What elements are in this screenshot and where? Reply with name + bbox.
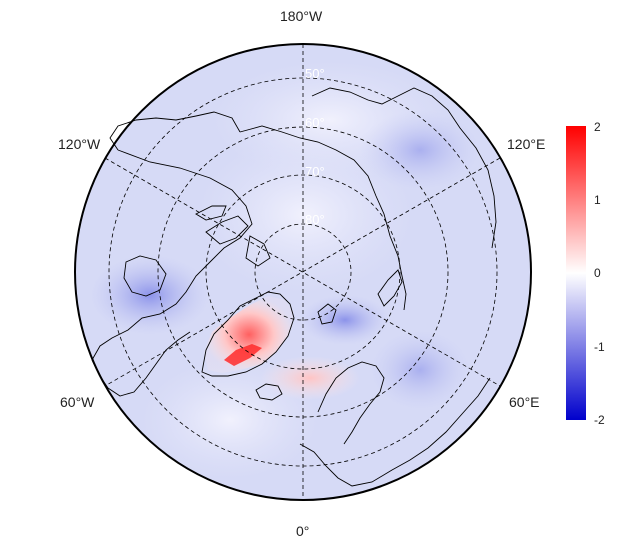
colorbar-tick-0: 0 bbox=[594, 266, 601, 280]
alaska-coast bbox=[109, 111, 241, 151]
globe-boundary bbox=[74, 43, 532, 501]
meridian-120w-60e bbox=[104, 157, 501, 387]
greenland-coast bbox=[201, 291, 295, 377]
colorbar-tick-minus-1: -1 bbox=[594, 340, 605, 354]
novaya-zemlya-coast bbox=[377, 269, 403, 307]
lon-label-0: 0° bbox=[296, 523, 310, 539]
svalbard-coast bbox=[317, 303, 337, 325]
hudson-bay-coast bbox=[123, 255, 167, 297]
colorbar-tick-1: 1 bbox=[594, 193, 601, 207]
kamchatka-coast bbox=[311, 87, 497, 249]
pacific-negative-anomaly bbox=[360, 110, 480, 190]
coastlines bbox=[91, 87, 497, 487]
scandinavia-coast bbox=[317, 361, 385, 445]
lon-label-120e: 120°E bbox=[507, 136, 546, 152]
nordic-seas-negative-anomaly bbox=[300, 295, 390, 345]
lon-label-180w: 180°W bbox=[280, 8, 323, 24]
greenland-core-anomaly bbox=[224, 344, 262, 366]
greenland-positive-anomaly bbox=[204, 296, 294, 373]
colorbar-tick-2: 2 bbox=[594, 120, 601, 134]
graticule bbox=[104, 44, 501, 500]
meridian-120e-60w bbox=[104, 157, 501, 387]
europe-negative-anomaly bbox=[370, 330, 470, 410]
lat-label-60: 60° bbox=[305, 115, 325, 130]
lat-label-70: 70° bbox=[305, 164, 325, 179]
parallel-80 bbox=[254, 223, 352, 321]
north-atlantic-positive-anomaly bbox=[260, 356, 360, 400]
parallel-70 bbox=[205, 174, 401, 370]
colorbar bbox=[566, 126, 586, 420]
europe-coast bbox=[299, 377, 491, 487]
lat-label-50: 50° bbox=[305, 66, 325, 81]
colorbar-tick-minus-2: -2 bbox=[594, 413, 605, 427]
lon-label-120w: 120°W bbox=[58, 136, 101, 152]
lon-label-60w: 60°W bbox=[60, 394, 95, 410]
lat-label-80: 80° bbox=[305, 212, 325, 227]
canada-arctic-coast bbox=[91, 149, 253, 361]
lon-label-60e: 60°E bbox=[509, 394, 540, 410]
canada-negative-anomaly bbox=[90, 255, 210, 335]
iceland-coast bbox=[255, 383, 283, 401]
siberia-coast bbox=[239, 125, 407, 311]
arctic-islands-coast bbox=[195, 205, 271, 267]
